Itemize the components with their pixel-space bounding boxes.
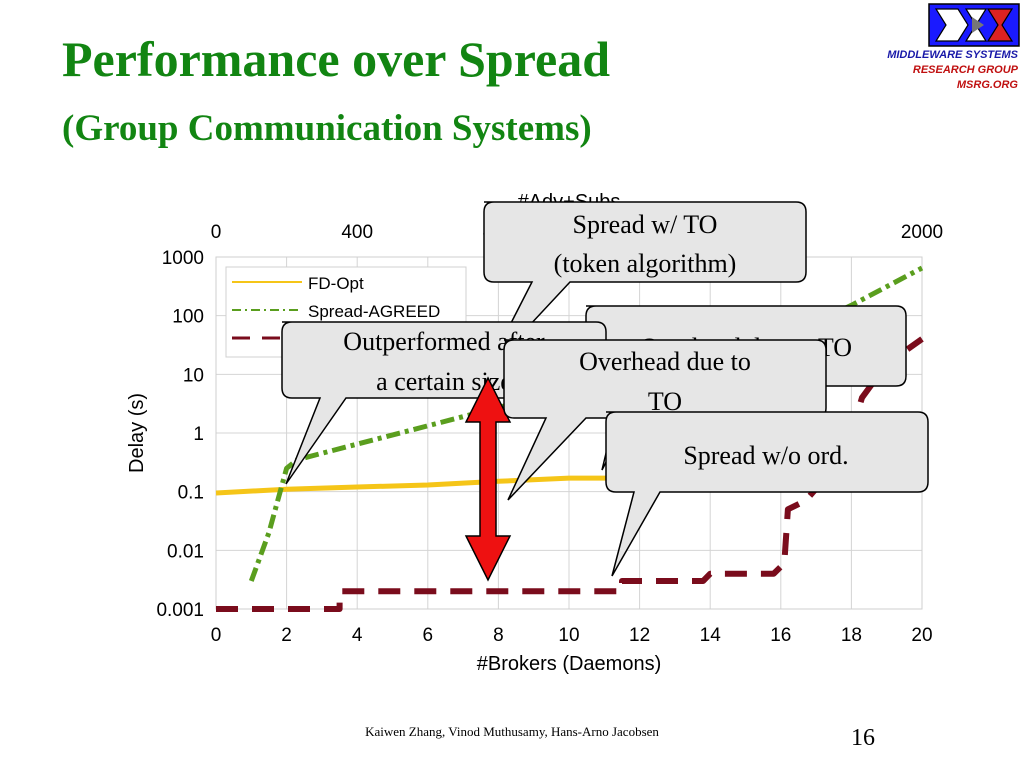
y-tick-label: 1000 [162,248,204,269]
x-tick-label: 8 [493,625,504,646]
slide-title: Performance over Spread [62,31,610,87]
x2-tick-label: 400 [341,222,373,243]
x-axis-title: #Brokers (Daemons) [477,653,662,675]
footer-authors: Kaiwen Zhang, Vinod Muthusamy, Hans-Arno… [365,724,659,739]
y-tick-label: 1 [193,424,204,445]
logo-text: MIDDLEWARE SYSTEMS RESEARCH GROUP MSRG.O… [887,48,1018,93]
legend-label-spread-agreed: Spread-AGREED [308,302,440,321]
slide-subtitle: (Group Communication Systems) [62,108,592,149]
callout-overhead: Overhead due to TO [503,339,827,501]
callout-spread-to-line-1: Spread w/ TO [573,210,718,239]
callout-overhead-line-1: Overhead due to [579,347,751,376]
x-tick-label: 18 [841,625,862,646]
y-tick-label: 0.001 [156,600,204,621]
callout-spread-wo-text: Spread w/o ord. [683,441,848,470]
callout-spread-to-line-2: (token algorithm) [554,249,737,278]
logo-line-3: MSRG.ORG [956,79,1018,91]
x-tick-label: 12 [629,625,650,646]
x2-tick-label: 0 [211,222,222,243]
x-tick-label: 20 [911,625,932,646]
x-tick-label: 0 [211,625,222,646]
overhead-arrow [464,376,512,582]
y-tick-label: 100 [172,307,204,328]
x-tick-label: 10 [558,625,579,646]
x-tick-label: 4 [352,625,363,646]
y-tick-label: 0.01 [167,541,204,562]
y-tick-label: 10 [183,365,204,386]
x2-tick-label: 2000 [901,222,943,243]
legend-label-fd-opt: FD-Opt [308,274,364,293]
x-tick-label: 16 [770,625,791,646]
callout-overhead-line-2: TO [648,387,682,416]
y-tick-label: 0.1 [178,483,204,504]
series-fd-opt [215,475,612,496]
callout-spread-to: Spread w/ TO (token algorithm) [483,201,807,373]
logo-line-1: MIDDLEWARE SYSTEMS [887,49,1018,61]
logo-line-2: RESEARCH GROUP [912,64,1018,76]
y-axis-title: Delay (s) [126,393,148,473]
series-spread-unordered [216,336,924,612]
x-tick-label: 6 [423,625,434,646]
x-tick-label: 14 [700,625,722,646]
callout-spread-wo: Spread w/o ord. [605,411,929,577]
msrg-logo-icon [928,3,1020,47]
x-tick-label: 2 [281,625,292,646]
page-number: 16 [851,725,875,751]
